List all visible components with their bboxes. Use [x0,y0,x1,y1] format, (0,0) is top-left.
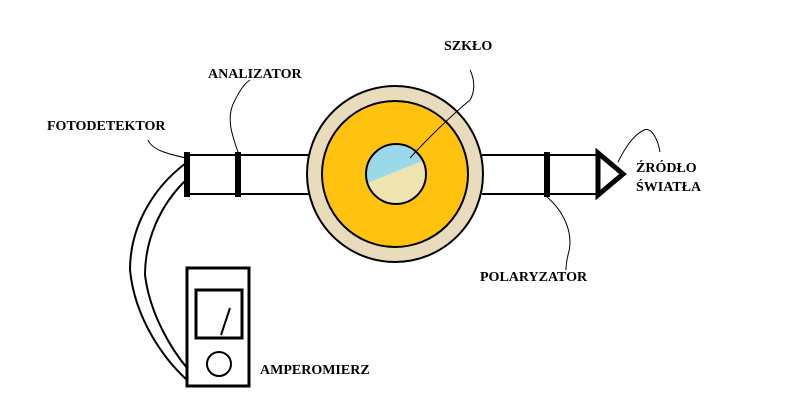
cable-inner [143,179,188,369]
analizator-leader [229,79,251,153]
fotodetektor-leader [147,139,187,159]
cable-outer [128,162,188,381]
label-zrodlo-line1: ŹRÓDŁO [636,159,697,176]
label-amperomierz: AMPEROMIERZ [260,363,370,378]
label-analizator: ANALIZATOR [208,67,303,82]
label-szklo: SZKŁO [444,39,492,54]
ammeter-display [194,288,244,340]
ammeter [185,266,251,388]
label-zrodlo-line2: ŚWIATŁA [636,178,702,195]
polaryzator-leader [546,196,571,271]
zrodlo-leader [617,129,661,163]
polarizer-band [544,152,550,197]
light-source-triangle [595,147,627,201]
analyzer-band [235,152,241,197]
left-tube [186,154,309,195]
ammeter-needle [220,307,231,336]
right-tube [482,154,598,195]
glass-sample [365,143,427,205]
label-fotodetektor: FOTODETEKTOR [47,119,166,134]
szklo-leader [409,69,475,159]
label-polaryzator: POLARYZATOR [480,270,588,285]
ammeter-knob [206,351,232,377]
photodetector-cap [184,152,190,197]
